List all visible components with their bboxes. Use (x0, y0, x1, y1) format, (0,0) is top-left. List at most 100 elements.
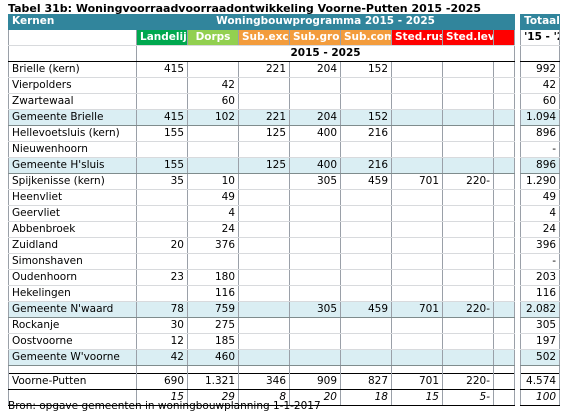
totaal-header: Totaal (520, 14, 561, 30)
total-cell: 896 (520, 125, 561, 142)
value-cell (492, 389, 516, 406)
value-cell (442, 253, 494, 270)
table-row: Abbenbroek 24 24 (8, 221, 561, 238)
value-cell (238, 269, 290, 286)
value-cell: 125 (238, 125, 290, 142)
value-cell (340, 141, 392, 158)
row-label: Abbenbroek (8, 221, 137, 238)
total-cell: 992 (520, 61, 561, 78)
value-cell (136, 141, 188, 158)
total-cell: 203 (520, 269, 561, 286)
value-cell: 701 (391, 301, 443, 318)
row-label: Gemeente N'waard (8, 301, 137, 318)
value-cell: 155 (136, 125, 188, 142)
category-sub-grond: Sub.grond (289, 29, 341, 46)
value-cell (391, 333, 443, 350)
value-cell (442, 237, 494, 254)
value-cell (289, 237, 341, 254)
value-cell: 220- (442, 373, 494, 390)
value-cell (442, 157, 494, 174)
value-cell (492, 317, 516, 334)
woningbouw-table: Kernen Woningbouwprogramma 2015 - 2025 T… (8, 14, 561, 406)
value-cell (492, 61, 516, 78)
table-row: Geervliet 4 4 (8, 205, 561, 222)
value-cell (492, 125, 516, 142)
value-cell (442, 205, 494, 222)
value-cell: 216 (340, 157, 392, 174)
row-label: Heenvliet (8, 189, 137, 206)
value-cell (442, 189, 494, 206)
value-cell (391, 189, 443, 206)
value-cell (289, 269, 341, 286)
row-label: Nieuwenhoorn (8, 141, 137, 158)
value-cell (340, 349, 392, 366)
value-cell (391, 77, 443, 94)
value-cell (492, 253, 516, 270)
row-label: Simonshaven (8, 253, 137, 270)
table-row: Hekelingen 116 116 (8, 285, 561, 302)
value-cell: 60 (187, 93, 239, 110)
row-label: Voorne-Putten (8, 373, 137, 390)
value-cell (391, 253, 443, 270)
table-row: Heenvliet 49 49 (8, 189, 561, 206)
row-label: Gemeente Brielle (8, 109, 137, 126)
totaal-period: '15 - '25 (520, 29, 561, 46)
total-cell: 24 (520, 221, 561, 238)
value-cell (289, 141, 341, 158)
value-cell: 102 (187, 109, 239, 126)
total-cell: 896 (520, 157, 561, 174)
value-cell: 155 (136, 157, 188, 174)
row-label: Hekelingen (8, 285, 137, 302)
value-cell: 35 (136, 173, 188, 190)
value-cell (340, 205, 392, 222)
value-cell (391, 285, 443, 302)
value-cell (492, 301, 516, 318)
value-cell: 415 (136, 61, 188, 78)
value-cell (442, 109, 494, 126)
value-cell (289, 317, 341, 334)
row-label: Zuidland (8, 237, 137, 254)
value-cell (187, 253, 239, 270)
value-cell (136, 189, 188, 206)
value-cell (238, 285, 290, 302)
row-label: Rockanje (8, 317, 137, 334)
value-cell (391, 221, 443, 238)
period-label: 2015 - 2025 (135, 45, 516, 62)
gemeente-row: Gemeente Brielle 415 102 221 204 152 1.094 (8, 109, 561, 126)
value-cell: 220- (442, 301, 494, 318)
table-row: Vierpolders 42 42 (8, 77, 561, 94)
value-cell: 30 (136, 317, 188, 334)
value-cell: 78 (136, 301, 188, 318)
value-cell (442, 333, 494, 350)
table-row: Nieuwenhoorn - (8, 141, 561, 158)
value-cell (340, 77, 392, 94)
value-cell: 701 (391, 373, 443, 390)
value-cell: 125 (238, 157, 290, 174)
value-cell: 220- (442, 173, 494, 190)
value-cell: 221 (238, 109, 290, 126)
value-cell: 29 (187, 389, 239, 406)
table-title: Tabel 31b: Woningvoorraadvoorraadontwikk… (8, 2, 482, 15)
value-cell (492, 141, 516, 158)
value-cell: 460 (187, 349, 239, 366)
value-cell (391, 141, 443, 158)
value-cell (442, 93, 494, 110)
value-cell (391, 269, 443, 286)
value-cell (391, 93, 443, 110)
row-label: Hellevoetsluis (kern) (8, 125, 137, 142)
value-cell (442, 125, 494, 142)
value-cell: 376 (187, 237, 239, 254)
value-cell (340, 285, 392, 302)
value-cell (391, 205, 443, 222)
value-cell (391, 125, 443, 142)
total-cell: 396 (520, 237, 561, 254)
value-cell: 152 (340, 61, 392, 78)
category-sub-excl: Sub.excl. (238, 29, 290, 46)
value-cell: 42 (136, 349, 188, 366)
spacer-row (8, 365, 561, 374)
row-label: Oostvoorne (8, 333, 137, 350)
total-cell: 2.082 (520, 301, 561, 318)
total-cell: 1.094 (520, 109, 561, 126)
value-cell: 1.321 (187, 373, 239, 390)
table-row: Simonshaven - (8, 253, 561, 270)
